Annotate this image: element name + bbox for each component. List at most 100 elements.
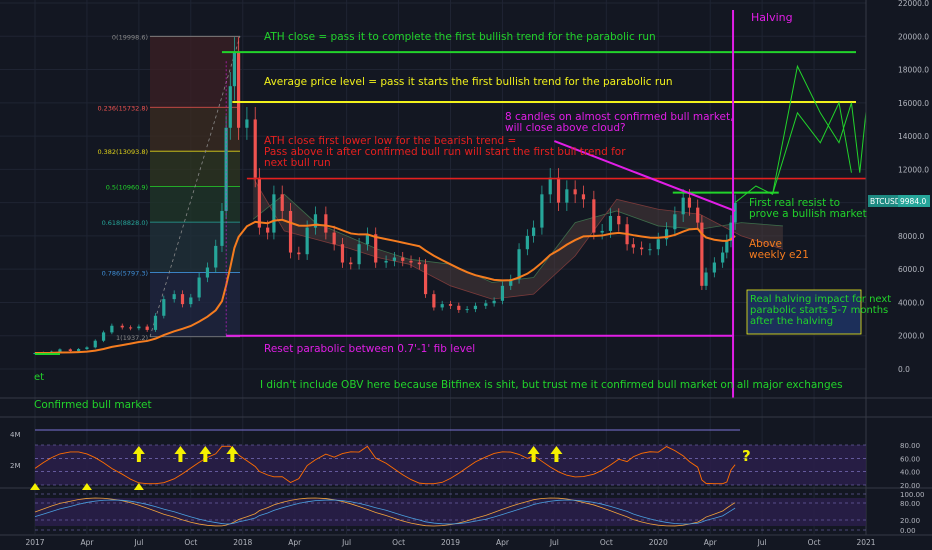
candle-body — [484, 303, 488, 306]
price-tick-label: 16000.0 — [898, 99, 929, 108]
indicators: 80.0060.0040.0020.004M2M100.0080.0020.00… — [0, 353, 932, 535]
candle-body — [600, 230, 604, 233]
candle-body — [573, 189, 577, 195]
price-tick-label: 22000.0 — [898, 0, 929, 8]
candle-body — [172, 294, 176, 300]
candle-body — [592, 199, 596, 233]
price-tick-label: 6000.0 — [898, 265, 924, 274]
candle-body — [280, 194, 284, 211]
candle-body — [236, 52, 241, 128]
candle-body — [608, 215, 613, 231]
ath-lower-low-note-3: next bull run — [264, 157, 331, 169]
candle-body — [232, 52, 237, 87]
candle-body — [253, 119, 257, 178]
rsi-level-label: 80.00 — [900, 442, 920, 450]
time-axis[interactable]: 2017 Apr Jul Oct 2018 Apr Jul Oct 2019 Apr Jul Oct 2… — [0, 534, 932, 547]
candle-body — [120, 325, 124, 328]
time-tick-label: Apr — [288, 538, 302, 547]
candle-body — [631, 244, 635, 248]
candle-body — [457, 305, 461, 310]
bull-signal-arrow — [174, 446, 187, 462]
price-axis[interactable]: 0.02000.04000.06000.08000.010000.012000.… — [865, 0, 932, 535]
candle-body — [721, 252, 725, 263]
candle-body — [729, 222, 733, 241]
time-tick-label: Jul — [133, 538, 143, 547]
candle-body — [432, 294, 436, 308]
candle-body — [617, 215, 621, 225]
candle-body — [220, 210, 224, 246]
obv-note: I didn't include OBV here because Bitfin… — [260, 379, 843, 391]
price-tick-label: 18000.0 — [898, 66, 929, 75]
fib-diagonal — [149, 36, 241, 337]
time-tick-label: Oct — [392, 538, 405, 547]
ath-lower-low-note: ATH close first lower low for the bearis… — [264, 135, 516, 147]
above-e21-note-2: weekly e21 — [749, 249, 809, 261]
time-tick-label: Oct — [808, 538, 821, 547]
candle-body — [58, 349, 62, 352]
obv-label: 4M — [10, 431, 21, 439]
stoch-signal-triangle — [133, 483, 144, 490]
price-tick-label: 0.0 — [898, 365, 910, 374]
candle-body — [712, 262, 716, 273]
candle-body — [77, 349, 81, 352]
time-tick-label: Jul — [341, 538, 351, 547]
candle-body — [228, 86, 232, 128]
candle-body — [180, 294, 185, 305]
candle-body — [465, 309, 469, 311]
stoch-band — [35, 498, 866, 526]
rsi-level-label: 60.00 — [900, 455, 920, 463]
candle-body — [189, 297, 193, 305]
halving-impact-note: Real halving impact for next — [750, 294, 891, 305]
cloud-span-b — [252, 177, 784, 300]
candle-body — [548, 177, 552, 195]
candle-body — [540, 194, 544, 228]
candle-body — [145, 326, 149, 330]
candle-body — [68, 349, 72, 352]
candle-body — [365, 234, 369, 245]
halving-impact-note-2: parabolic starts 5-7 months — [750, 305, 888, 316]
halving-impact-box — [746, 289, 862, 335]
candle-body — [245, 119, 249, 128]
candle-body — [448, 304, 453, 306]
candle-body — [687, 197, 692, 208]
time-tick-label: 2021 — [856, 538, 875, 547]
candle-body — [392, 257, 397, 261]
time-tick-label: Apr — [496, 538, 510, 547]
question-mark: ? — [742, 447, 751, 465]
candle-body — [681, 197, 685, 215]
candle-body — [384, 260, 388, 263]
candle-body — [288, 210, 293, 253]
bull-signal-arrow — [527, 446, 540, 462]
candle-body — [257, 177, 261, 228]
candle-body — [473, 305, 478, 310]
candle-body — [340, 244, 345, 263]
time-tick-label: Jul — [549, 538, 559, 547]
candle-body — [664, 229, 669, 240]
candle-body — [153, 315, 158, 330]
candle-body — [197, 277, 201, 298]
bull-signal-arrow — [132, 446, 145, 462]
obv-label: 2M — [10, 462, 21, 470]
fib-labels: 0(19998.6) 0.236(15732.8) 0.382(13093.8) 0.… — [97, 33, 148, 341]
candle-body — [93, 340, 97, 348]
bull-signal-arrow — [226, 446, 239, 462]
candle-body — [272, 194, 276, 233]
candles — [33, 37, 737, 355]
candle-body — [401, 257, 405, 261]
candle-body — [297, 252, 301, 255]
candles-note: 8 candles on almost confirmed bull marke… — [505, 111, 733, 123]
candle-body — [704, 272, 708, 286]
candle-body — [733, 202, 737, 223]
fib-zone — [150, 36, 240, 108]
stoch-d-line — [34, 499, 736, 525]
candle-body — [581, 194, 586, 200]
ema21-line — [34, 218, 736, 355]
price-tick-label: 4000.0 — [898, 298, 924, 307]
price-tick-label: 14000.0 — [898, 132, 929, 141]
candle-body — [423, 264, 428, 295]
confirmed-bull-label: Confirmed bull market — [34, 399, 152, 411]
candle-body — [313, 214, 318, 228]
candle-body — [725, 240, 729, 253]
candle-body — [374, 234, 378, 263]
